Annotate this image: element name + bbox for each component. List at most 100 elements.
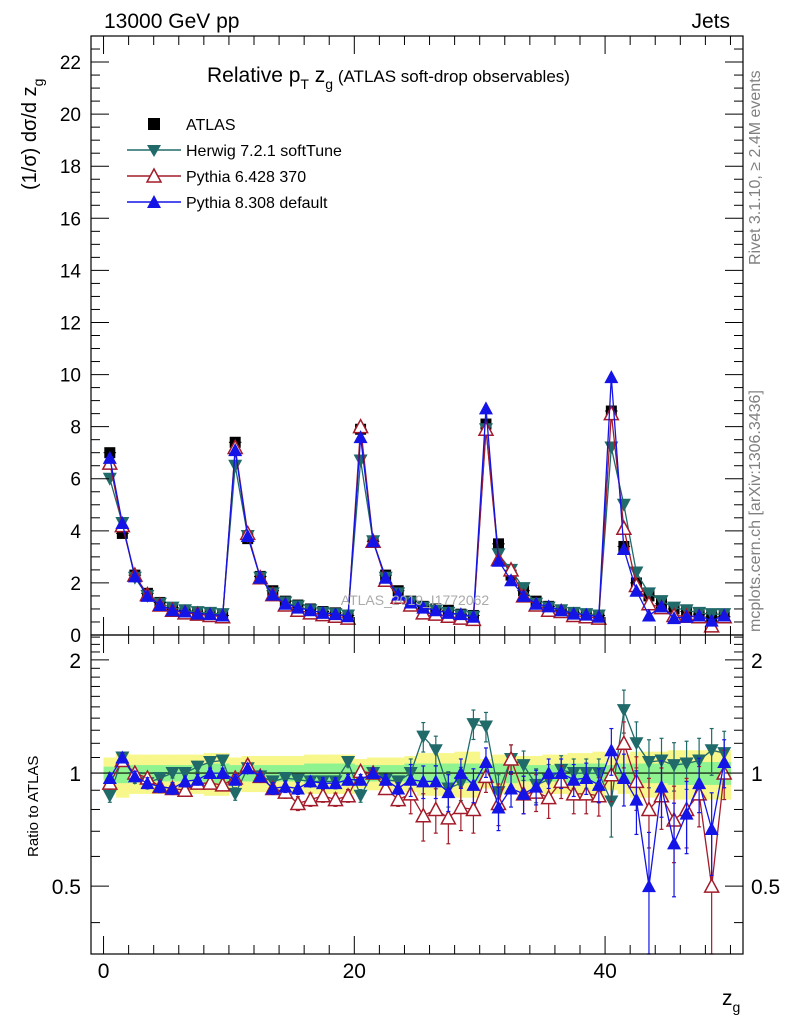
pythia8-ratio-point (466, 777, 481, 791)
title-var: z (309, 64, 325, 87)
pythia8-point (102, 450, 117, 464)
main-y-axis: 0 2 4 6 8 10 12 14 16 18 20 22 (60, 35, 743, 647)
herwig-ratio-point (466, 718, 481, 732)
y-tick-label: 2 (70, 574, 81, 595)
pythia8-point (679, 609, 694, 623)
ratio-y-tick-label-right: 2 (751, 650, 763, 673)
pythia6-ratio-point (440, 809, 457, 825)
pythia8-point (604, 370, 619, 384)
herwig-ratio-point (629, 737, 644, 751)
pythia8-point (616, 542, 631, 556)
pythia8-ratio-point (604, 743, 619, 757)
x-tick-label: 20 (343, 960, 366, 983)
pythia8-point (215, 608, 230, 622)
pythia8-ratio-point (453, 766, 468, 780)
pythia8-ratio-point (328, 776, 343, 790)
pythia8-ratio-point (240, 761, 255, 775)
legend-marker-herwig (147, 145, 161, 157)
herwig-ratio-point (278, 772, 293, 786)
y-tick-label: 14 (60, 261, 82, 282)
pythia6-ratio-point (640, 800, 658, 817)
pythia8-ratio-point (303, 774, 318, 788)
pythia8-ratio-point (178, 774, 193, 788)
pythia8-ratio-point (391, 781, 406, 795)
pythia8-ratio-point (190, 772, 205, 786)
pythia8-ratio-point (127, 769, 142, 783)
herwig-point (616, 498, 631, 512)
pythia8-ratio-point (366, 766, 381, 780)
pythia8-point (717, 608, 732, 622)
herwig-ratio-point (203, 756, 218, 770)
pythia8-point (290, 600, 305, 614)
pythia6-ratio-point (415, 807, 432, 823)
pythia8-ratio-point (554, 766, 569, 780)
main-y-label: (1/σ) dσ/d zg (19, 79, 46, 190)
pythia8-ratio-point (228, 772, 243, 786)
herwig-ratio-point (478, 720, 493, 734)
process-label: Jets (691, 10, 730, 33)
pythia6-ratio-point (214, 776, 231, 792)
ratio-y-tick-label: 1 (69, 763, 81, 786)
pythia8-point (265, 587, 280, 601)
title-main-sub: T (300, 76, 309, 92)
pythia8-ratio-point (692, 776, 707, 790)
pythia6-ratio-point (302, 790, 319, 807)
pythia8-point (366, 534, 381, 548)
title-main: Relative p (207, 64, 300, 87)
legend-label-pythia8: Pythia 8.308 default (186, 195, 328, 212)
y-tick-label: 10 (60, 366, 81, 387)
herwig-ratio-point (516, 759, 531, 773)
y-tick-label: 8 (70, 418, 81, 439)
pythia6-ratio-point (377, 779, 394, 796)
herwig-ratio-point (667, 759, 682, 773)
pythia8-point (178, 604, 193, 618)
atlas-point (493, 538, 504, 550)
pythia8-ratio-point (629, 792, 644, 806)
pythia8-point (240, 529, 255, 543)
main-y-label-text: (1/σ) dσ/d z (19, 86, 41, 190)
herwig-ratio-point (290, 773, 305, 787)
pythia8-ratio-point (403, 772, 418, 786)
pythia8-point (554, 603, 569, 617)
pythia6-ratio-point (615, 734, 633, 751)
legend: ATLAS Herwig 7.2.1 softTune Pythia 6.428… (127, 117, 342, 212)
pythia6-point (603, 405, 620, 421)
pythia6-ratio-point (176, 781, 194, 798)
legend-entry-pythia6: Pythia 6.428 370 (127, 167, 306, 186)
pythia8-ratio-point (165, 781, 180, 795)
pythia8-ratio-point (516, 786, 531, 800)
pythia6-point (477, 420, 495, 437)
herwig-ratio-point (102, 789, 117, 803)
x-axis-label: zg (722, 987, 740, 1015)
legend-entry-atlas: ATLAS (148, 117, 236, 134)
pythia8-point (629, 583, 644, 597)
ratio-panel-frame (90, 634, 744, 955)
herwig-ratio-point (215, 754, 230, 768)
ratio-y-tick-label: 0.5 (52, 876, 81, 899)
pythia8-point (478, 401, 493, 415)
ratio-y-label: Ratio to ATLAS (25, 756, 42, 857)
pythia8-ratio-point (679, 806, 694, 820)
y-tick-label: 16 (60, 209, 81, 230)
pythia8-point (591, 609, 606, 623)
herwig-ratio-point (428, 744, 443, 758)
pythia8-ratio-point (441, 785, 456, 799)
pythia8-point (416, 600, 431, 614)
pythia8-point (466, 609, 481, 623)
pythia8-point (453, 607, 468, 621)
pythia8-ratio-point (579, 771, 594, 785)
ratio-y-tick-label: 2 (69, 650, 81, 673)
herwig-ratio-point (165, 767, 180, 781)
pythia8-ratio-point (566, 772, 581, 786)
pythia6-ratio-point (427, 800, 445, 817)
x-tick-label: 0 (98, 960, 110, 983)
pythia6-point (615, 519, 633, 535)
pythia8-point (667, 611, 682, 625)
pythia8-point (203, 607, 218, 621)
pythia8-ratio-point (478, 755, 493, 769)
herwig-point (228, 459, 243, 473)
pythia6-ratio-point (502, 750, 520, 766)
ratio-y-tick-label-right: 1 (751, 763, 763, 786)
